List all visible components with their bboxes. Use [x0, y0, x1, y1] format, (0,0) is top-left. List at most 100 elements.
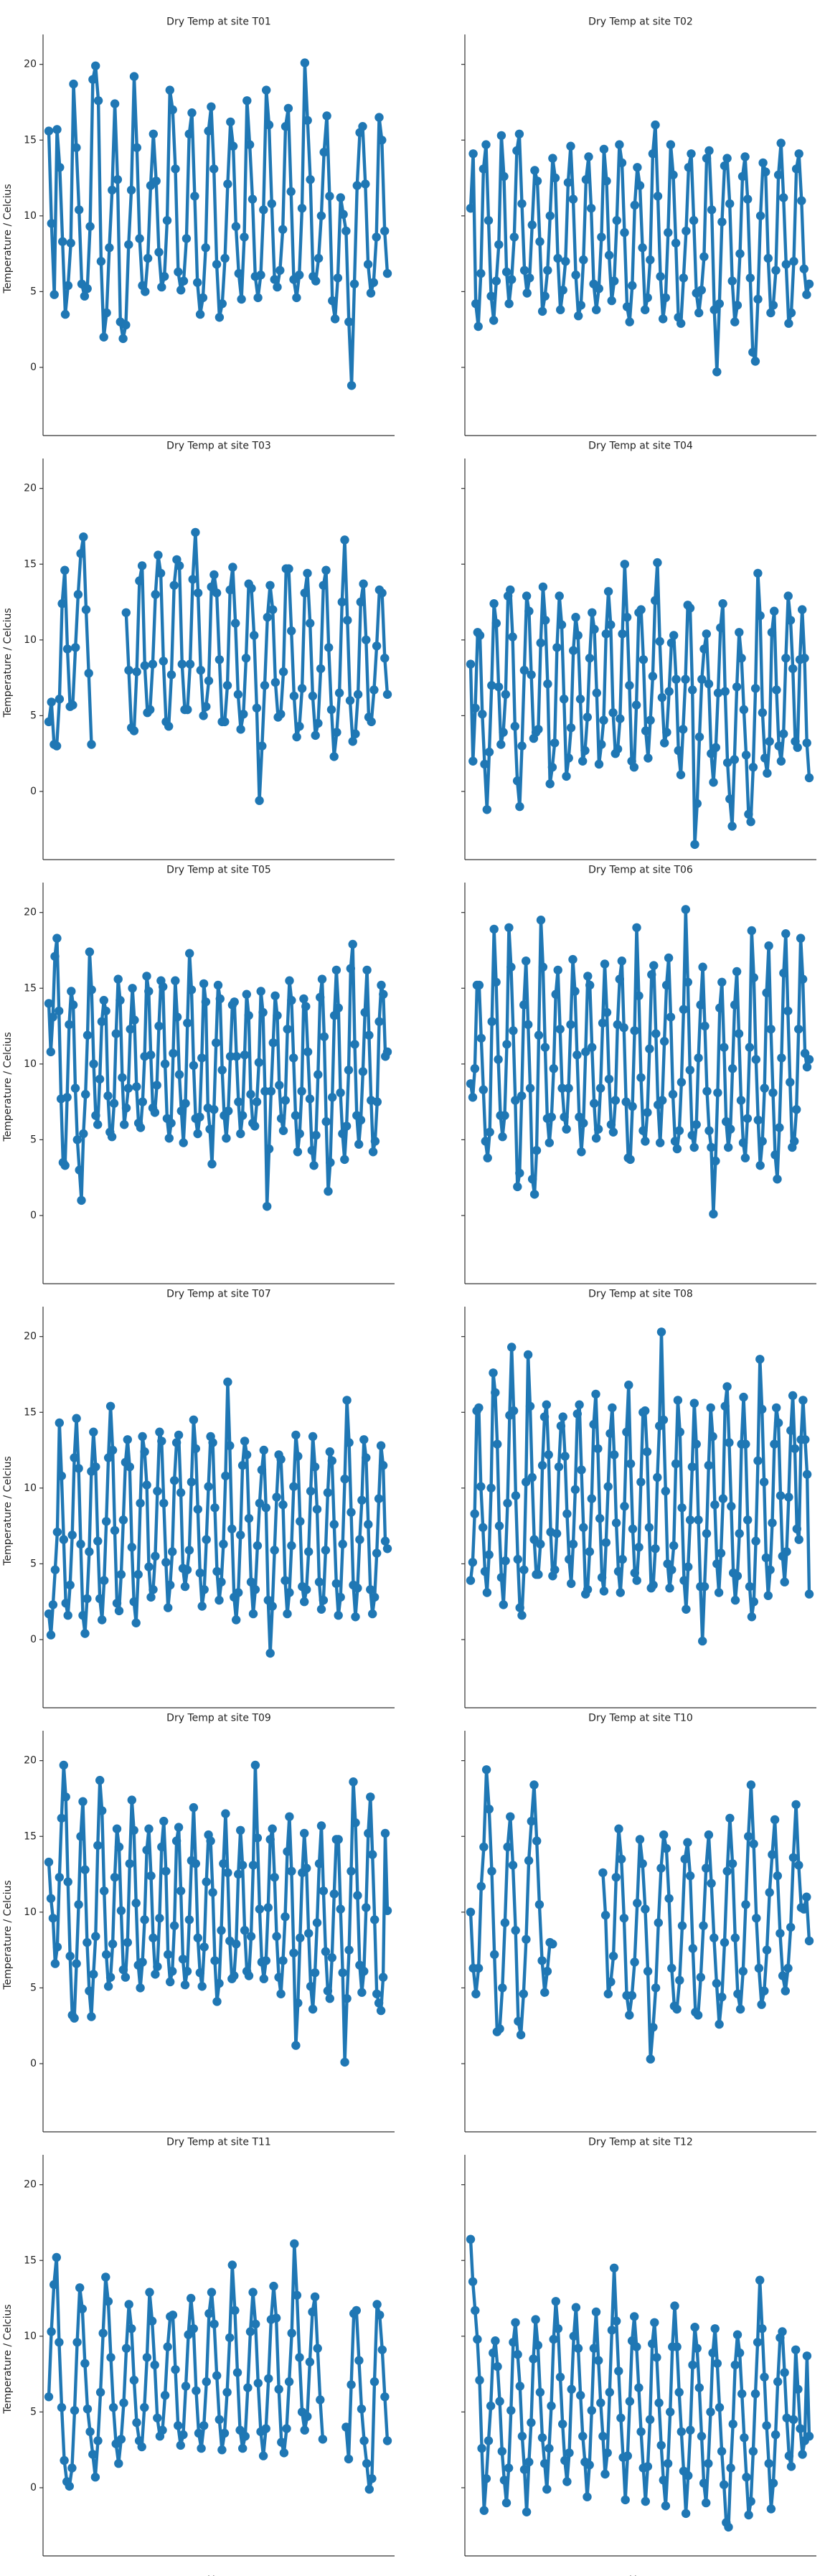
data-point	[669, 1541, 679, 1551]
data-point	[585, 980, 595, 990]
data-point	[271, 2313, 281, 2323]
data-point	[108, 185, 117, 195]
data-point	[199, 1942, 209, 1952]
data-point	[161, 1866, 171, 1876]
data-point	[145, 2288, 154, 2297]
data-point	[480, 1566, 490, 1576]
data-point	[722, 1117, 731, 1127]
data-point	[362, 1453, 371, 1462]
data-point	[646, 2054, 655, 2064]
data-point	[273, 1011, 282, 1020]
data-point	[628, 281, 637, 291]
data-point	[324, 1187, 333, 1196]
data-point	[537, 2433, 547, 2443]
data-point	[611, 1873, 621, 1882]
data-point	[580, 746, 590, 756]
data-point	[675, 1975, 684, 1985]
data-point	[599, 715, 608, 725]
data-point	[367, 2474, 377, 2483]
data-point	[248, 2288, 258, 2297]
data-point	[362, 1903, 371, 1912]
data-point	[638, 243, 647, 253]
data-point	[790, 1444, 800, 1454]
data-point	[634, 1543, 644, 1552]
data-point	[599, 1587, 609, 1596]
data-point	[759, 1477, 769, 1487]
data-point	[713, 688, 723, 697]
data-point	[380, 1828, 390, 1838]
data-point	[468, 756, 478, 766]
data-point	[790, 1137, 799, 1146]
data-point	[476, 1881, 486, 1891]
data-point	[519, 665, 529, 675]
data-point	[585, 2460, 594, 2470]
data-point	[534, 1900, 544, 1909]
data-point	[601, 1538, 610, 1547]
data-point	[114, 2459, 123, 2468]
y-tick-label: 15	[24, 1406, 37, 1418]
data-point	[536, 638, 545, 648]
data-point	[551, 2297, 560, 2306]
data-point	[494, 682, 504, 692]
data-point	[344, 2454, 354, 2464]
data-point	[67, 1531, 77, 1540]
data-point	[511, 1926, 520, 1935]
data-point	[664, 953, 674, 963]
data-point	[694, 308, 704, 318]
data-point	[340, 535, 349, 545]
data-point	[633, 163, 642, 172]
data-point	[793, 2384, 803, 2394]
data-point	[566, 1020, 575, 1030]
data-point	[744, 809, 753, 819]
data-point	[741, 751, 751, 760]
data-point	[746, 2496, 755, 2506]
data-point	[48, 1600, 58, 1609]
data-point	[704, 1126, 714, 1135]
data-point	[106, 2353, 116, 2362]
data-point	[348, 737, 357, 746]
data-point	[150, 2360, 159, 2370]
panel-title: Dry Temp at site T03	[166, 441, 271, 452]
data-point	[70, 2406, 80, 2415]
data-point	[715, 299, 724, 309]
data-point	[276, 1989, 286, 1998]
data-point	[681, 2509, 691, 2519]
data-point	[230, 1971, 239, 1980]
data-point	[641, 1904, 650, 1914]
data-point	[779, 193, 788, 202]
data-point	[513, 1554, 522, 1564]
data-point	[589, 1419, 598, 1429]
data-point	[507, 1343, 517, 1352]
data-point	[597, 1573, 607, 1582]
data-point	[516, 2030, 526, 2040]
data-point	[471, 703, 480, 713]
data-point	[486, 2401, 496, 2411]
data-point	[550, 738, 560, 748]
data-point	[768, 301, 778, 310]
data-point	[146, 705, 155, 715]
data-point	[466, 1907, 476, 1917]
data-point	[283, 1025, 292, 1034]
data-point	[643, 2462, 653, 2471]
data-point	[600, 1910, 610, 1920]
data-point	[217, 299, 227, 309]
data-point	[540, 1988, 550, 1997]
data-point	[597, 232, 606, 242]
data-point	[253, 1833, 263, 1843]
data-point	[515, 802, 524, 812]
data-point	[715, 2402, 725, 2412]
data-point	[159, 657, 168, 666]
data-point	[776, 756, 786, 766]
data-point	[595, 1083, 605, 1093]
data-point	[299, 994, 308, 1004]
data-point	[110, 1873, 120, 1882]
data-point	[153, 1486, 162, 1496]
data-point	[261, 1956, 270, 1965]
data-point	[783, 1006, 793, 1016]
data-point	[60, 1161, 70, 1170]
data-point	[174, 267, 183, 277]
data-point	[563, 178, 573, 187]
data-point	[649, 961, 659, 970]
data-point	[754, 1963, 764, 1973]
data-point	[342, 1396, 352, 1405]
